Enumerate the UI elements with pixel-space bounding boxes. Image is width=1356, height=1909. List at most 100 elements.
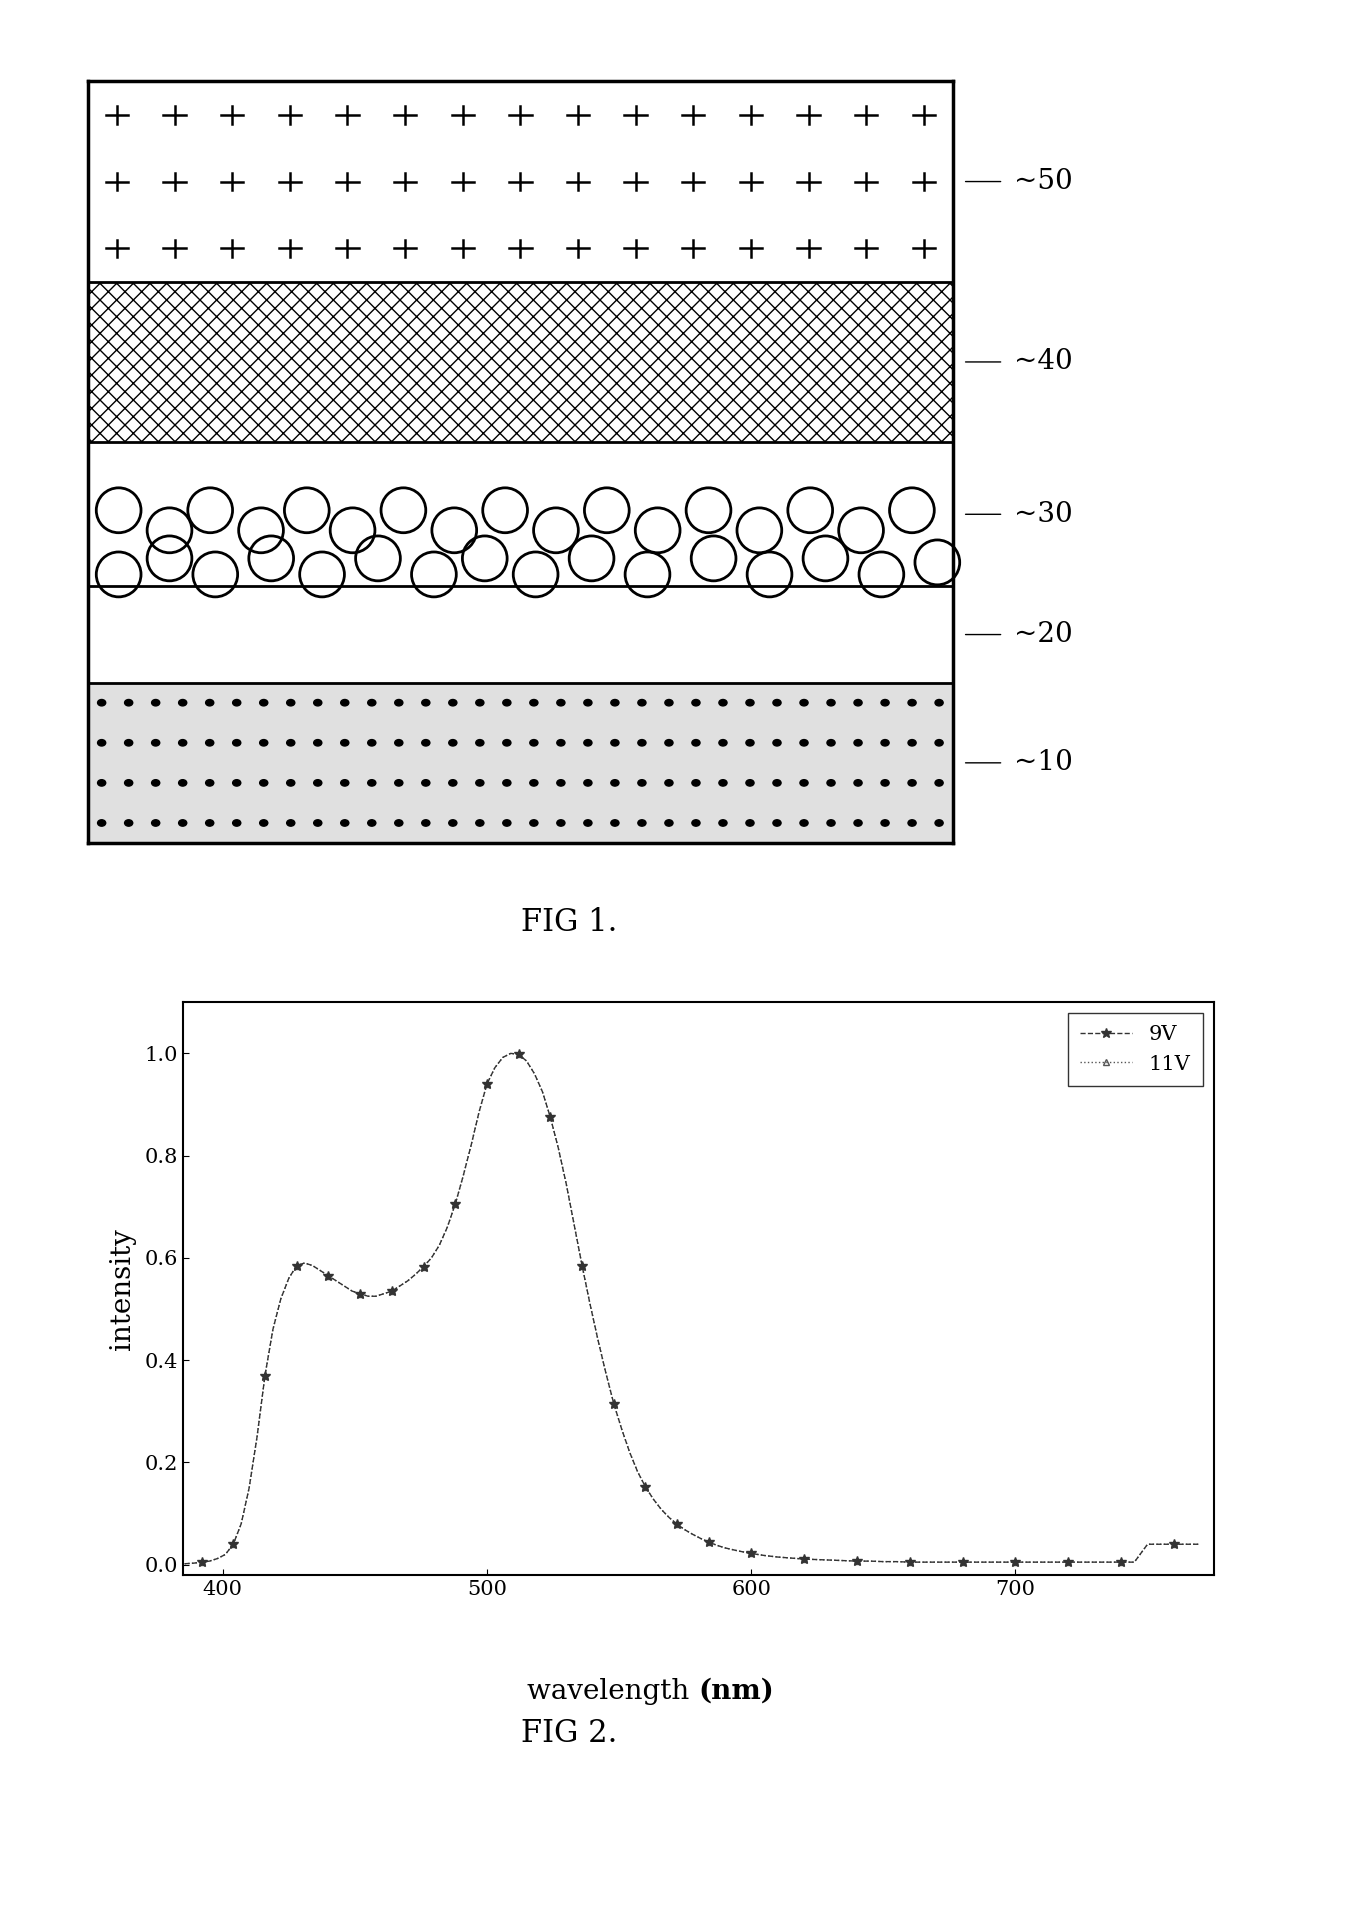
Circle shape	[98, 779, 106, 787]
Circle shape	[881, 779, 890, 787]
11V	[415, 1254, 431, 1277]
Circle shape	[233, 819, 241, 827]
Circle shape	[610, 699, 618, 706]
9V	[1113, 1550, 1130, 1573]
11V	[1192, 1533, 1208, 1556]
Circle shape	[206, 819, 214, 827]
Circle shape	[827, 819, 835, 827]
11V	[1113, 1550, 1130, 1573]
Circle shape	[179, 739, 187, 746]
Text: ~30: ~30	[1014, 500, 1073, 527]
Circle shape	[746, 819, 754, 827]
Circle shape	[152, 699, 160, 706]
Circle shape	[449, 739, 457, 746]
Y-axis label: intensity: intensity	[110, 1227, 137, 1350]
Circle shape	[476, 779, 484, 787]
Circle shape	[692, 779, 700, 787]
Circle shape	[233, 779, 241, 787]
Circle shape	[286, 819, 294, 827]
Circle shape	[395, 819, 403, 827]
Line: 9V: 9V	[165, 1048, 1205, 1569]
Circle shape	[637, 699, 645, 706]
Circle shape	[854, 779, 862, 787]
Circle shape	[773, 699, 781, 706]
11V	[503, 1042, 519, 1065]
Circle shape	[476, 819, 484, 827]
Circle shape	[557, 779, 565, 787]
Circle shape	[367, 739, 376, 746]
Circle shape	[610, 779, 618, 787]
Circle shape	[152, 779, 160, 787]
Circle shape	[719, 779, 727, 787]
Circle shape	[313, 819, 321, 827]
Circle shape	[827, 699, 835, 706]
Circle shape	[179, 699, 187, 706]
Circle shape	[719, 739, 727, 746]
Circle shape	[637, 739, 645, 746]
Text: FIG 2.: FIG 2.	[521, 1718, 618, 1749]
Circle shape	[637, 819, 645, 827]
Circle shape	[367, 779, 376, 787]
Circle shape	[503, 739, 511, 746]
9V	[1192, 1533, 1208, 1556]
Bar	[88, 283, 952, 443]
Circle shape	[610, 819, 618, 827]
Circle shape	[340, 739, 348, 746]
Circle shape	[719, 819, 727, 827]
Circle shape	[692, 819, 700, 827]
Circle shape	[881, 699, 890, 706]
Circle shape	[692, 699, 700, 706]
Text: (nm): (nm)	[698, 1678, 774, 1705]
11V	[1047, 1550, 1063, 1573]
Circle shape	[206, 699, 214, 706]
Circle shape	[530, 819, 538, 827]
Circle shape	[422, 779, 430, 787]
Circle shape	[98, 819, 106, 827]
Circle shape	[746, 739, 754, 746]
Circle shape	[637, 779, 645, 787]
Circle shape	[773, 739, 781, 746]
Line: 11V: 11V	[167, 1050, 1204, 1567]
Circle shape	[719, 699, 727, 706]
Circle shape	[395, 739, 403, 746]
Circle shape	[395, 699, 403, 706]
Circle shape	[313, 699, 321, 706]
Circle shape	[827, 779, 835, 787]
Circle shape	[233, 739, 241, 746]
Circle shape	[286, 779, 294, 787]
Circle shape	[936, 779, 944, 787]
Legend: 9V, 11V: 9V, 11V	[1067, 1012, 1203, 1086]
Circle shape	[584, 819, 593, 827]
Circle shape	[422, 699, 430, 706]
9V	[415, 1254, 431, 1277]
Circle shape	[125, 819, 133, 827]
Text: FIG 1.: FIG 1.	[521, 907, 618, 937]
Circle shape	[259, 819, 267, 827]
Circle shape	[259, 739, 267, 746]
Circle shape	[773, 779, 781, 787]
Circle shape	[800, 819, 808, 827]
Circle shape	[800, 699, 808, 706]
Circle shape	[909, 779, 917, 787]
Circle shape	[557, 739, 565, 746]
9V	[796, 1548, 812, 1571]
Circle shape	[340, 819, 348, 827]
Circle shape	[422, 739, 430, 746]
Circle shape	[854, 819, 862, 827]
Circle shape	[746, 699, 754, 706]
Text: ~40: ~40	[1014, 349, 1073, 376]
Circle shape	[800, 739, 808, 746]
Circle shape	[367, 819, 376, 827]
Circle shape	[664, 819, 673, 827]
Circle shape	[936, 819, 944, 827]
Circle shape	[584, 779, 593, 787]
Text: ~50: ~50	[1014, 168, 1073, 195]
Circle shape	[449, 699, 457, 706]
9V	[503, 1042, 519, 1065]
Circle shape	[854, 739, 862, 746]
Circle shape	[827, 739, 835, 746]
Circle shape	[179, 819, 187, 827]
Circle shape	[367, 699, 376, 706]
Circle shape	[476, 739, 484, 746]
Circle shape	[125, 779, 133, 787]
